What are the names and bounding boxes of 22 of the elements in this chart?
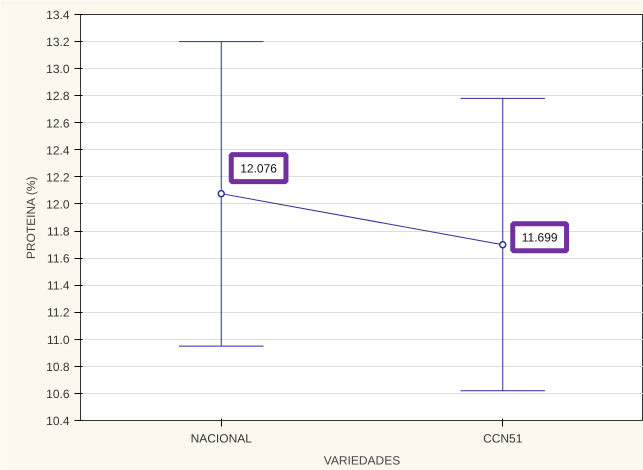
- y-tick-label: 11.8: [47, 224, 70, 239]
- y-tick-label: 10.8: [46, 360, 70, 374]
- y-tick-label: 11.6: [47, 252, 70, 266]
- y-tick-label: 11.4: [47, 278, 70, 293]
- y-tick-label: 12.0: [46, 197, 70, 212]
- y-tick-label: 13.2: [46, 35, 70, 50]
- y-tick-label: 12.8: [46, 89, 70, 104]
- y-tick-label: 13.4: [46, 8, 70, 22]
- data-label: 11.699: [522, 230, 558, 245]
- y-tick-label: 11.2: [47, 306, 70, 320]
- y-tick-label: 12.2: [46, 170, 70, 184]
- y-axis-title: PROTEINA (%): [24, 176, 38, 260]
- y-tick-label: 11.0: [47, 332, 70, 347]
- y-tick-label: 12.6: [46, 116, 70, 130]
- x-tick-label: CCN51: [483, 432, 523, 446]
- y-tick-label: 13.0: [46, 62, 70, 76]
- x-tick-label: NACIONAL: [190, 432, 252, 446]
- y-tick-label: 10.4: [46, 414, 70, 428]
- data-label: 12.076: [240, 162, 278, 176]
- x-axis-title: VARIEDADES: [324, 454, 400, 468]
- y-tick-label: 12.4: [46, 143, 70, 158]
- y-tick-label: 10.6: [46, 386, 70, 401]
